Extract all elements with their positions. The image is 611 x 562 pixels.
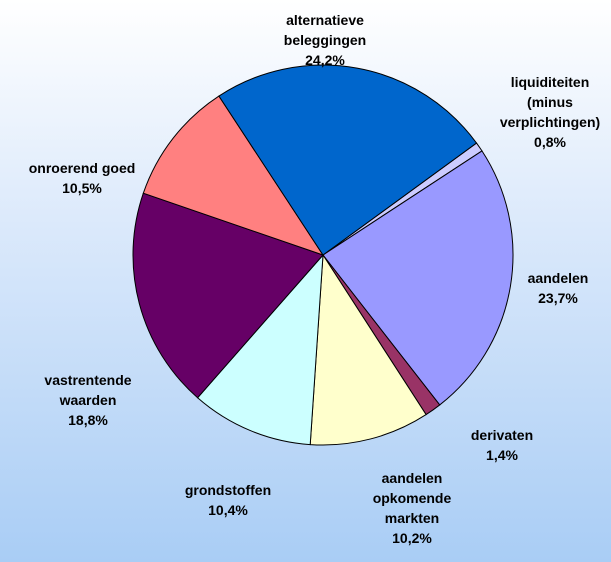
value-label: 1,4% [486, 447, 518, 463]
value-label: 10,5% [62, 180, 102, 196]
category-label: liquiditeiten (minus verplichtingen) [499, 74, 601, 130]
slice-label: alternatieve beleggingen 24,2% [269, 10, 381, 70]
slice-label: aandelen 23,7% [508, 268, 608, 308]
category-label: vastrentende waarden [44, 372, 132, 408]
value-label: 10,4% [208, 502, 248, 518]
pie-slice [142, 95, 325, 256]
slice-label: derivaten 1,4% [452, 425, 552, 465]
category-label: grondstoffen [184, 482, 272, 498]
category-label: aandelen [527, 270, 589, 286]
slice-label: aandelen opkomende markten 10,2% [364, 468, 460, 548]
value-label: 24,2% [305, 52, 345, 68]
value-label: 18,8% [68, 412, 108, 428]
category-label: aandelen opkomende markten [372, 470, 452, 526]
value-label: 10,2% [392, 530, 432, 546]
slice-label: grondstoffen 10,4% [168, 480, 288, 520]
pie-slice [218, 64, 478, 256]
value-label: 0,8% [534, 134, 566, 150]
pie-slice [132, 192, 324, 399]
category-label: onroerend goed [28, 160, 136, 176]
category-label: derivaten [470, 427, 534, 443]
slice-label: liquiditeiten (minus verplichtingen) 0,8% [491, 72, 609, 152]
category-label: alternatieve beleggingen [283, 12, 367, 48]
slice-label: onroerend goed 10,5% [12, 158, 152, 198]
pie-slice [322, 150, 514, 406]
slice-label: vastrentende waarden 18,8% [33, 370, 143, 430]
value-label: 23,7% [538, 290, 578, 306]
pie-slice [196, 253, 324, 446]
pie-slice [309, 253, 427, 446]
